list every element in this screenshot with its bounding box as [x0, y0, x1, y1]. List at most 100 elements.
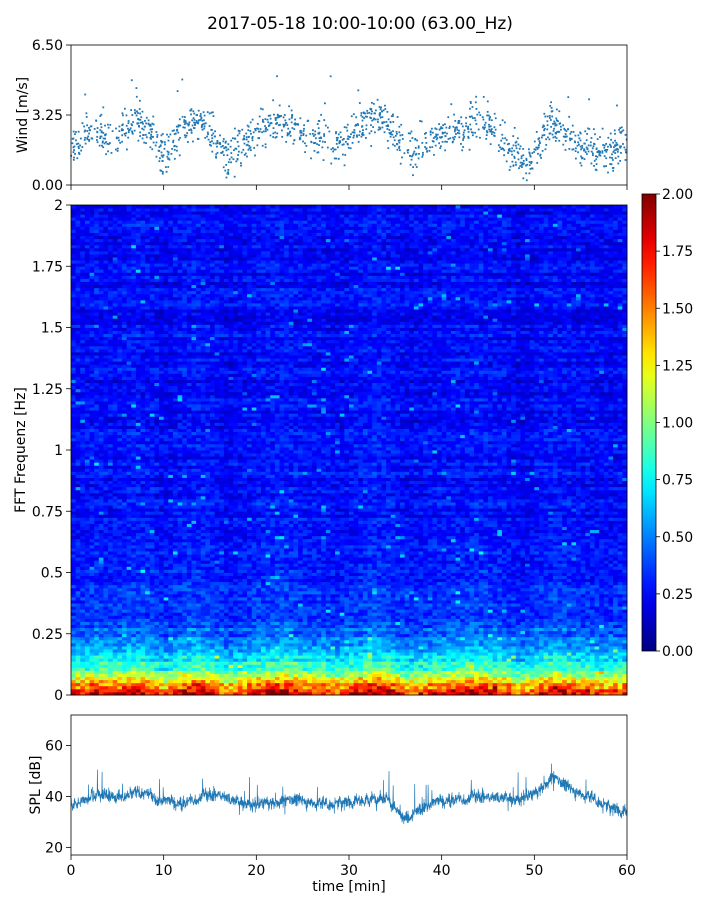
spectrogram-cell — [340, 646, 345, 649]
spectrogram-cell — [469, 640, 474, 643]
spectrogram-cell — [456, 686, 461, 689]
spectrogram-cell — [363, 671, 368, 674]
spectrogram-cell — [145, 689, 150, 692]
spectrogram-cell — [409, 686, 414, 689]
spectrogram-cell — [571, 664, 576, 667]
spectrogram-cell — [122, 646, 127, 649]
spectrogram-cell — [108, 686, 113, 689]
spectrogram-cell — [493, 606, 498, 609]
spectrogram-cell — [613, 680, 618, 683]
spectrogram-cell — [256, 612, 261, 615]
spectrogram-cell — [539, 652, 544, 655]
spectrogram-cell — [242, 622, 247, 625]
spectrogram-cell — [469, 674, 474, 677]
spectrogram-cell — [238, 658, 243, 661]
spectrogram-cell — [284, 615, 289, 618]
spectrogram-cell — [386, 612, 391, 615]
spectrogram-cell — [581, 683, 586, 686]
wind-point — [345, 141, 347, 143]
spectrogram-cell — [507, 603, 512, 606]
wind-point — [223, 138, 225, 140]
wind-point — [350, 133, 352, 135]
wind-point — [457, 132, 459, 134]
spectrogram-cell — [479, 634, 484, 637]
spectrogram-cell — [99, 637, 104, 640]
spectrogram-cell — [154, 664, 159, 667]
wind-point — [422, 154, 424, 156]
spectrogram-cell — [321, 661, 326, 664]
spectrogram-cell — [242, 667, 247, 670]
wind-point — [593, 128, 595, 130]
spectrogram-cell — [381, 664, 386, 667]
spectrogram-cell — [307, 680, 312, 683]
wind-point — [536, 162, 538, 164]
wind-point — [74, 153, 76, 155]
spectrogram-cell — [386, 677, 391, 680]
spectrogram-cell — [275, 637, 280, 640]
spectrogram-cell — [173, 625, 178, 628]
spectrogram-cell — [71, 649, 76, 652]
wind-point — [319, 140, 321, 142]
wind-point — [535, 149, 537, 151]
spectrogram-cell — [599, 683, 604, 686]
spectrogram-cell — [122, 655, 127, 658]
spectrogram-cell — [558, 661, 563, 664]
spectrogram-cell — [358, 658, 363, 661]
spectrogram-cell — [479, 689, 484, 692]
wind-point — [215, 143, 217, 145]
wind-point — [421, 142, 423, 144]
spectrogram-cell — [520, 631, 525, 634]
wind-point — [304, 151, 306, 153]
spectrogram-cell — [534, 652, 539, 655]
spectrogram-cell — [507, 689, 512, 692]
spectrogram-cell — [182, 615, 187, 618]
wind-point — [398, 142, 400, 144]
spectrogram-cell — [516, 649, 521, 652]
wind-point — [389, 129, 391, 131]
spectrogram-cell — [534, 649, 539, 652]
spectrogram-cell — [307, 649, 312, 652]
spectrogram-cell — [127, 637, 132, 640]
spectrogram-cell — [595, 683, 600, 686]
spectrogram-cell — [335, 615, 340, 618]
wind-point — [562, 124, 564, 126]
spectrogram-cell — [548, 671, 553, 674]
spectrogram-cell — [219, 625, 224, 628]
wind-point — [541, 137, 543, 139]
spectrogram-cell — [284, 643, 289, 646]
spectrogram-cell — [159, 661, 164, 664]
spectrogram-cell — [205, 640, 210, 643]
wind-point — [547, 116, 549, 118]
spectrogram-cell — [90, 618, 95, 621]
spectrogram-cell — [80, 661, 85, 664]
wind-point — [179, 137, 181, 139]
wind-point — [267, 119, 269, 121]
wind-point — [475, 123, 477, 125]
spectrogram-cell — [326, 612, 331, 615]
spectrogram-cell — [442, 683, 447, 686]
spectrogram-cell — [511, 680, 516, 683]
wind-point — [583, 150, 585, 152]
wind-point — [209, 113, 211, 115]
spectrogram-cell — [256, 646, 261, 649]
spectrogram-cell — [479, 622, 484, 625]
spectrogram-cell — [261, 603, 266, 606]
spectrogram-cell — [608, 615, 613, 618]
wind-point — [407, 150, 409, 152]
spectrogram-cell — [71, 625, 76, 628]
spectrogram-cell — [558, 628, 563, 631]
spectrogram-cell — [437, 689, 442, 692]
spectrogram-cell — [298, 631, 303, 634]
spectrogram-cell — [548, 661, 553, 664]
wind-point — [482, 126, 484, 128]
spectrogram-cell — [141, 649, 146, 652]
wind-point — [570, 131, 572, 133]
spectrogram-cell — [270, 634, 275, 637]
wind-point — [489, 119, 491, 121]
spectrogram-cell — [604, 609, 609, 612]
wind-point — [367, 112, 369, 114]
wind-point — [290, 135, 292, 137]
spectrogram-cell — [80, 622, 85, 625]
spectrogram-cell — [562, 628, 567, 631]
spectrogram-cell — [571, 634, 576, 637]
